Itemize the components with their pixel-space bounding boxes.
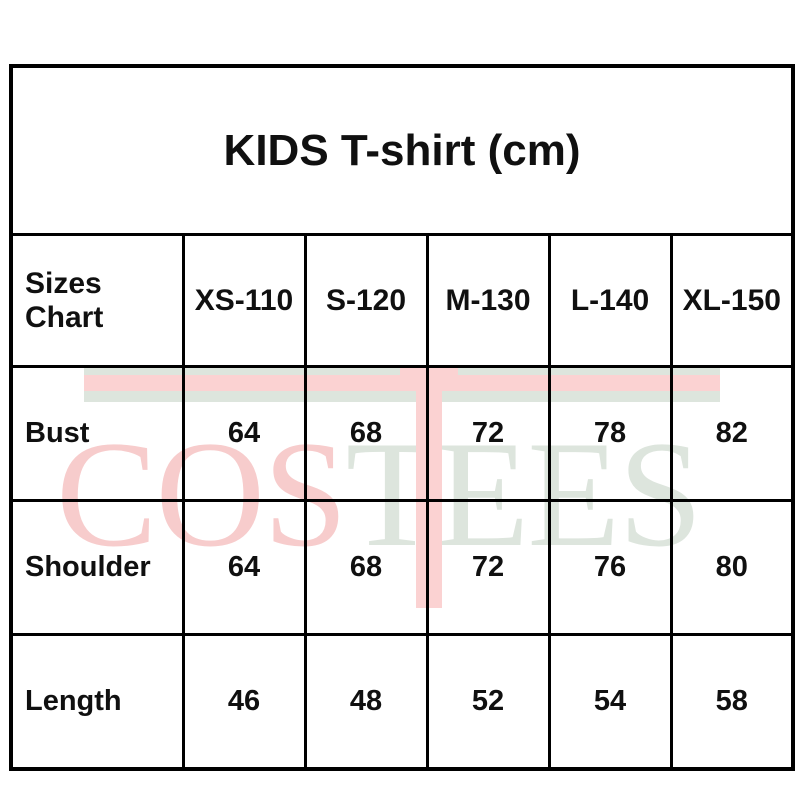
table-row: Length 46 48 52 54 58 [9,633,795,771]
cell-bust-xs: 64 [181,365,307,502]
header-size-m: M-130 [425,233,551,368]
title-row: KIDS T-shirt (cm) [9,64,795,236]
header-size-l: L-140 [547,233,673,368]
cell-bust-m: 72 [425,365,551,502]
cell-length-s: 48 [303,633,429,771]
header-size-xl: XL-150 [669,233,795,368]
cell-bust-l: 78 [547,365,673,502]
table-row: Shoulder 64 68 72 76 80 [9,499,795,636]
cell-bust-s: 68 [303,365,429,502]
row-label-bust: Bust [9,365,185,502]
header-size-s: S-120 [303,233,429,368]
size-chart-table: KIDS T-shirt (cm) Sizes Chart XS-110 S-1… [9,64,796,771]
cell-bust-xl: 82 [669,365,795,502]
cell-length-l: 54 [547,633,673,771]
cell-shoulder-xl: 80 [669,499,795,636]
size-chart-table-container: KIDS T-shirt (cm) Sizes Chart XS-110 S-1… [9,64,796,771]
cell-length-xs: 46 [181,633,307,771]
row-label-length: Length [9,633,185,771]
header-sizes-chart-label: Sizes Chart [9,233,185,368]
table-row: Bust 64 68 72 78 82 [9,365,795,502]
chart-title: KIDS T-shirt (cm) [9,64,795,236]
header-row: Sizes Chart XS-110 S-120 M-130 L-140 XL-… [9,233,795,368]
cell-shoulder-s: 68 [303,499,429,636]
cell-shoulder-l: 76 [547,499,673,636]
cell-length-xl: 58 [669,633,795,771]
row-label-shoulder: Shoulder [9,499,185,636]
cell-shoulder-m: 72 [425,499,551,636]
cell-length-m: 52 [425,633,551,771]
header-size-xs: XS-110 [181,233,307,368]
cell-shoulder-xs: 64 [181,499,307,636]
